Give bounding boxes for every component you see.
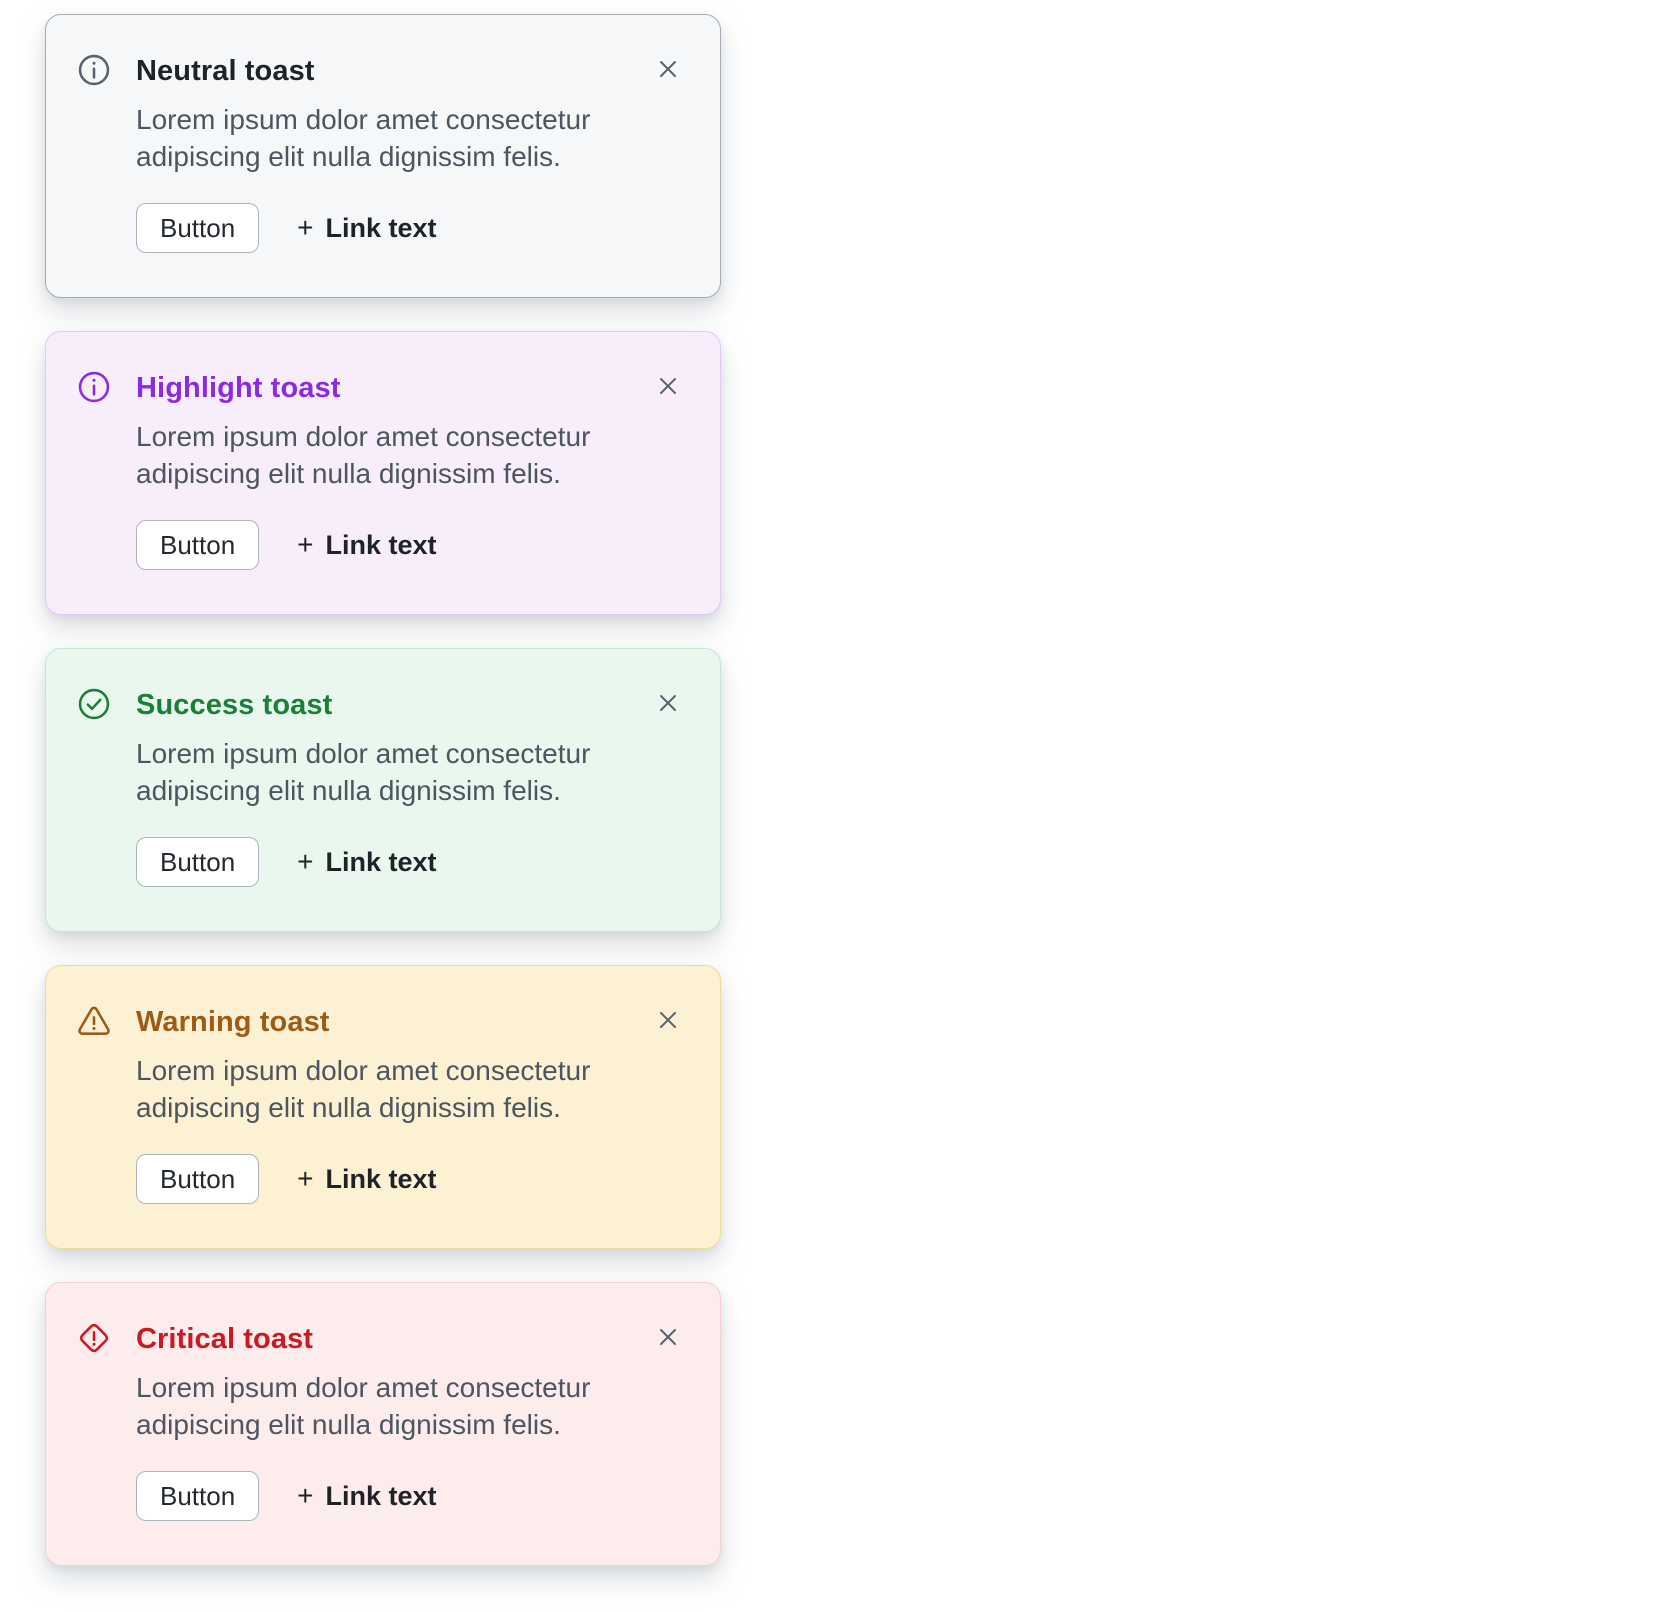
toast-body: Lorem ipsum dolor amet consectetur adipi… xyxy=(136,104,591,172)
close-button[interactable] xyxy=(654,689,682,717)
toast-link-label: Link text xyxy=(325,529,437,560)
plus-icon: + xyxy=(297,212,314,243)
close-icon xyxy=(660,1012,676,1028)
close-button[interactable] xyxy=(654,55,682,83)
toast-action-button[interactable]: Button xyxy=(136,837,260,887)
toast-body: Lorem ipsum dolor amet consectetur adipi… xyxy=(136,1372,591,1440)
toast-warning: Warning toast Lorem ipsum dolor amet con… xyxy=(45,965,721,1249)
check-circle-icon xyxy=(76,686,112,722)
toast-action-button[interactable]: Button xyxy=(136,1471,260,1521)
toast-actions: Button + Link text xyxy=(136,1154,624,1204)
close-button[interactable] xyxy=(654,372,682,400)
toast-action-button[interactable]: Button xyxy=(136,203,260,253)
plus-icon: + xyxy=(297,529,314,560)
close-button[interactable] xyxy=(654,1006,682,1034)
plus-icon: + xyxy=(297,846,314,877)
toast-body: Lorem ipsum dolor amet consectetur adipi… xyxy=(136,738,591,806)
toast-neutral: Neutral toast Lorem ipsum dolor amet con… xyxy=(45,14,721,298)
toast-highlight: Highlight toast Lorem ipsum dolor amet c… xyxy=(45,331,721,615)
toast-actions: Button + Link text xyxy=(136,837,624,887)
toast-link-label: Link text xyxy=(325,1480,437,1511)
toast-content: Success toast Lorem ipsum dolor amet con… xyxy=(136,687,684,887)
close-icon xyxy=(660,695,676,711)
info-icon xyxy=(76,369,112,405)
toast-title: Neutral toast xyxy=(136,55,315,87)
info-icon xyxy=(76,52,112,88)
plus-icon: + xyxy=(297,1480,314,1511)
toast-stack: Neutral toast Lorem ipsum dolor amet con… xyxy=(45,14,721,1566)
warning-triangle-icon xyxy=(76,1003,112,1039)
toast-link[interactable]: + Link text xyxy=(297,1163,436,1195)
close-icon xyxy=(660,61,676,77)
close-button[interactable] xyxy=(654,1323,682,1351)
toast-title: Success toast xyxy=(136,689,333,721)
toast-body: Lorem ipsum dolor amet consectetur adipi… xyxy=(136,1055,591,1123)
toast-title: Critical toast xyxy=(136,1323,314,1355)
toast-actions: Button + Link text xyxy=(136,520,624,570)
toast-content: Neutral toast Lorem ipsum dolor amet con… xyxy=(136,53,684,253)
close-icon xyxy=(660,378,676,394)
toast-action-button[interactable]: Button xyxy=(136,1154,260,1204)
toast-link-label: Link text xyxy=(325,1163,437,1194)
toast-actions: Button + Link text xyxy=(136,1471,624,1521)
critical-diamond-icon xyxy=(76,1320,112,1356)
toast-critical: Critical toast Lorem ipsum dolor amet co… xyxy=(45,1282,721,1566)
toast-success: Success toast Lorem ipsum dolor amet con… xyxy=(45,648,721,932)
toast-link[interactable]: + Link text xyxy=(297,529,436,561)
toast-link-label: Link text xyxy=(325,212,437,243)
close-icon xyxy=(660,1329,676,1345)
toast-link-label: Link text xyxy=(325,846,437,877)
toast-body: Lorem ipsum dolor amet consectetur adipi… xyxy=(136,421,591,489)
toast-link[interactable]: + Link text xyxy=(297,1480,436,1512)
toast-title: Warning toast xyxy=(136,1006,330,1038)
plus-icon: + xyxy=(297,1163,314,1194)
toast-actions: Button + Link text xyxy=(136,203,624,253)
toast-title: Highlight toast xyxy=(136,372,341,404)
toast-content: Highlight toast Lorem ipsum dolor amet c… xyxy=(136,370,684,570)
toast-content: Warning toast Lorem ipsum dolor amet con… xyxy=(136,1004,684,1204)
toast-action-button[interactable]: Button xyxy=(136,520,260,570)
toast-link[interactable]: + Link text xyxy=(297,846,436,878)
toast-content: Critical toast Lorem ipsum dolor amet co… xyxy=(136,1321,684,1521)
toast-link[interactable]: + Link text xyxy=(297,212,436,244)
